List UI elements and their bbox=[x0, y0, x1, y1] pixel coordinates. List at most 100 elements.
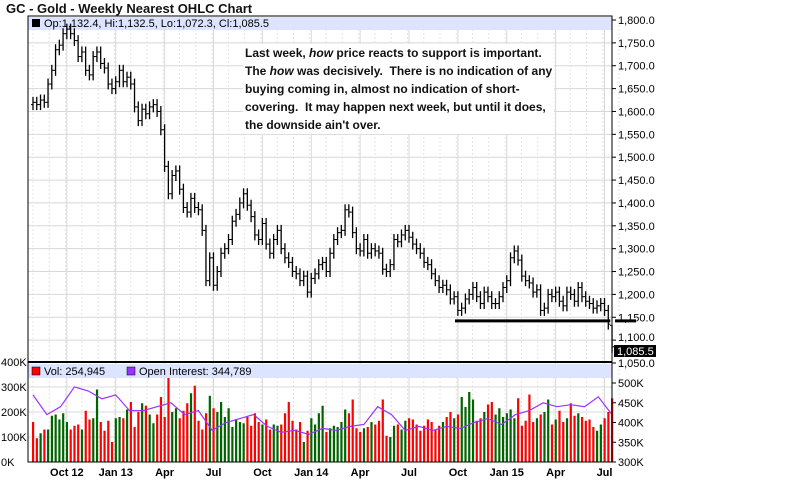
volume-bar bbox=[603, 418, 606, 462]
ohlc-bar bbox=[286, 252, 291, 268]
volume-bar bbox=[573, 415, 576, 462]
volume-bar bbox=[336, 427, 339, 462]
price-tick-label: 1,650.0 bbox=[618, 84, 655, 96]
oi-tick-label: 400K bbox=[618, 418, 644, 430]
ohlc-bar bbox=[113, 76, 118, 95]
volume-bar bbox=[35, 438, 38, 462]
ohlc-bar bbox=[395, 234, 400, 248]
price-tick-label: 1,800.0 bbox=[618, 15, 655, 27]
ohlc-bar bbox=[474, 282, 479, 303]
volume-bar bbox=[411, 419, 414, 462]
volume-bar bbox=[596, 430, 599, 462]
volume-bar bbox=[524, 420, 527, 462]
ohlc-bar bbox=[316, 259, 321, 280]
price-tick-label: 1,350.0 bbox=[618, 221, 655, 233]
note-emphasis: how bbox=[269, 64, 294, 78]
ohlc-bar bbox=[470, 282, 475, 300]
ohlc-bar bbox=[376, 245, 381, 259]
volume-bar bbox=[317, 413, 320, 462]
volume-bar bbox=[359, 432, 362, 462]
volume-tick-label: 400K bbox=[1, 357, 27, 369]
price-tick-label: 1,400.0 bbox=[618, 198, 655, 210]
volume-bar bbox=[547, 399, 550, 462]
ohlc-bar bbox=[497, 291, 502, 310]
volume-bar bbox=[88, 419, 91, 462]
note-text: Last week, bbox=[245, 46, 310, 60]
ohlc-bar bbox=[83, 46, 88, 76]
ohlc-bar bbox=[452, 291, 457, 305]
volume-bar bbox=[250, 425, 253, 462]
volume-bar bbox=[441, 422, 445, 462]
volume-bar bbox=[276, 425, 279, 462]
volume-bar bbox=[114, 418, 117, 462]
ohlc-bar bbox=[331, 234, 336, 259]
ohlc-bar bbox=[68, 23, 73, 40]
volume-bar bbox=[69, 429, 72, 462]
ohlc-bar bbox=[591, 298, 596, 314]
ohlc-bar bbox=[87, 64, 92, 81]
price-tick-label: 1,750.0 bbox=[618, 38, 655, 50]
ohlc-bar bbox=[572, 288, 577, 307]
ohlc-bar bbox=[192, 192, 197, 213]
volume-bar bbox=[460, 397, 463, 462]
ohlc-bar bbox=[290, 256, 295, 278]
note-text: the downside ain't over. bbox=[245, 118, 381, 132]
volume-bar bbox=[332, 425, 335, 462]
price-tick-label: 1,450.0 bbox=[618, 175, 655, 187]
ohlc-bar bbox=[534, 284, 539, 298]
ohlc-bar bbox=[117, 64, 122, 88]
volume-bar bbox=[58, 419, 61, 462]
note-text: price reacts to support is important. bbox=[333, 46, 542, 60]
note-text: covering. It may happen next week, but u… bbox=[245, 100, 546, 114]
volume-bar bbox=[453, 418, 456, 462]
ohlc-bar bbox=[125, 71, 129, 88]
volume-bar bbox=[182, 410, 185, 462]
volume-tick-label: 200K bbox=[1, 407, 27, 419]
volume-bar bbox=[265, 419, 268, 462]
volume-bar bbox=[434, 429, 437, 462]
ohlc-bar bbox=[94, 46, 99, 63]
ohlc-bar bbox=[568, 286, 573, 300]
ohlc-bar bbox=[437, 275, 442, 294]
volume-bar bbox=[392, 425, 396, 462]
ohlc-bar bbox=[512, 245, 517, 264]
volume-bar bbox=[513, 418, 516, 462]
ohlc-bar bbox=[459, 302, 464, 316]
ohlc-bar bbox=[489, 291, 494, 310]
ohlc-bar bbox=[158, 105, 163, 136]
volume-bar bbox=[408, 418, 411, 462]
volume-bar bbox=[569, 403, 572, 462]
commentary-note: Last week, how price reacts to support i… bbox=[243, 44, 555, 134]
ohlc-bar bbox=[482, 286, 487, 310]
volume-bar bbox=[340, 422, 343, 462]
volume-bar bbox=[227, 408, 230, 462]
volume-bar bbox=[479, 418, 482, 462]
ohlc-bar bbox=[433, 268, 438, 287]
ohlc-bar bbox=[587, 295, 592, 310]
volume-bar bbox=[272, 424, 275, 462]
volume-bar bbox=[287, 402, 290, 462]
ohlc-bar bbox=[128, 71, 133, 90]
ohlc-bar bbox=[91, 51, 96, 81]
volume-bar bbox=[385, 435, 388, 462]
volume-bar bbox=[430, 422, 433, 462]
ohlc-bar bbox=[324, 256, 329, 278]
ohlc-bar bbox=[252, 211, 257, 241]
ohlc-bar bbox=[215, 266, 220, 291]
volume-bar bbox=[141, 403, 144, 462]
ohlc-bar bbox=[407, 224, 411, 243]
ohlc-bar bbox=[102, 57, 107, 74]
ohlc-bar bbox=[478, 291, 483, 310]
last-price-box bbox=[614, 345, 656, 357]
volume-bar bbox=[498, 408, 501, 462]
oi-legend-swatch bbox=[126, 366, 136, 376]
ohlc-bar bbox=[320, 256, 325, 271]
volume-bar bbox=[584, 420, 587, 462]
x-tick-label: Jan 13 bbox=[99, 467, 133, 479]
ohlc-bar bbox=[388, 259, 393, 278]
ohlc-bar bbox=[256, 229, 261, 246]
ohlc-bar bbox=[523, 270, 528, 287]
volume-bar bbox=[223, 417, 226, 462]
open-interest-line bbox=[32, 386, 613, 436]
volume-bar bbox=[543, 412, 546, 462]
